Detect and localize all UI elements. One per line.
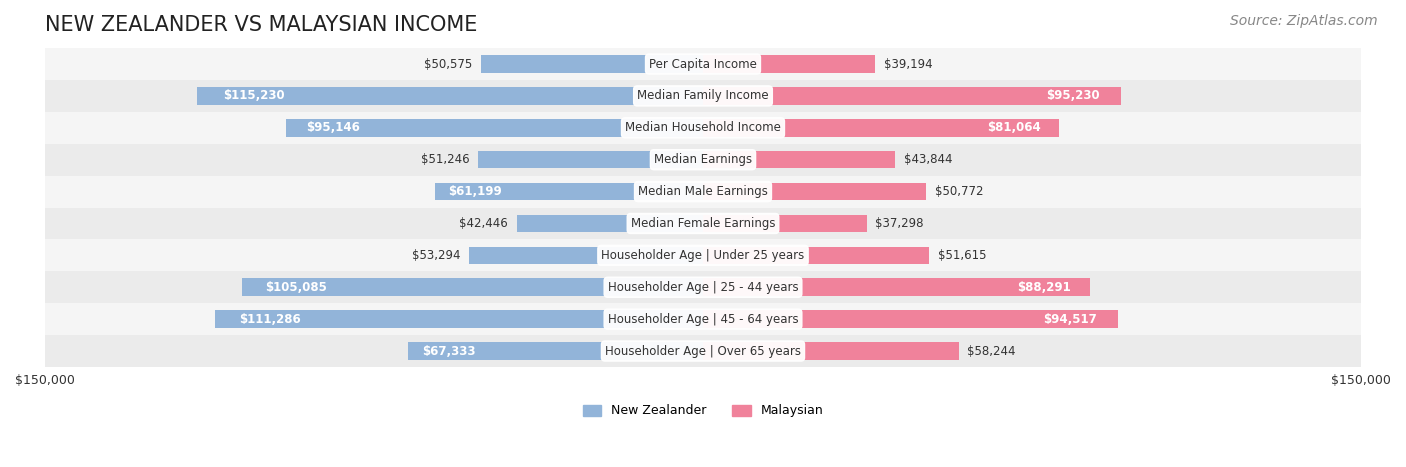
Text: $58,244: $58,244 (967, 345, 1015, 358)
Text: $51,246: $51,246 (420, 153, 470, 166)
Text: $42,446: $42,446 (460, 217, 508, 230)
Bar (45, 271, 1361, 303)
Bar (470, 247, 703, 264)
Text: NEW ZEALANDER VS MALAYSIAN INCOME: NEW ZEALANDER VS MALAYSIAN INCOME (45, 15, 477, 35)
Text: $43,844: $43,844 (904, 153, 953, 166)
Bar (703, 183, 925, 200)
Text: $50,575: $50,575 (425, 57, 472, 71)
Bar (45, 303, 1361, 335)
Bar (703, 278, 1090, 296)
Bar (434, 183, 703, 200)
Text: Median Male Earnings: Median Male Earnings (638, 185, 768, 198)
Bar (478, 151, 703, 169)
Text: $61,199: $61,199 (449, 185, 502, 198)
Text: Per Capita Income: Per Capita Income (650, 57, 756, 71)
Bar (215, 311, 703, 328)
Text: Median Family Income: Median Family Income (637, 89, 769, 102)
Bar (703, 311, 1118, 328)
Bar (481, 55, 703, 73)
Bar (45, 48, 1361, 80)
Bar (197, 87, 703, 105)
Bar (45, 240, 1361, 271)
Bar (703, 247, 929, 264)
Text: $50,772: $50,772 (935, 185, 983, 198)
Bar (45, 335, 1361, 367)
Bar (45, 80, 1361, 112)
Bar (45, 176, 1361, 207)
Text: Householder Age | Over 65 years: Householder Age | Over 65 years (605, 345, 801, 358)
Text: $81,064: $81,064 (987, 121, 1040, 134)
Bar (242, 278, 703, 296)
Text: Householder Age | Under 25 years: Householder Age | Under 25 years (602, 249, 804, 262)
Legend: New Zealander, Malaysian: New Zealander, Malaysian (578, 399, 828, 423)
Bar (703, 87, 1121, 105)
Bar (703, 119, 1059, 136)
Text: $37,298: $37,298 (876, 217, 924, 230)
Bar (703, 215, 866, 232)
Text: $94,517: $94,517 (1043, 312, 1097, 325)
Text: $115,230: $115,230 (222, 89, 284, 102)
Text: $95,230: $95,230 (1046, 89, 1099, 102)
Text: $51,615: $51,615 (938, 249, 987, 262)
Bar (285, 119, 703, 136)
Text: $111,286: $111,286 (239, 312, 301, 325)
Text: $95,146: $95,146 (307, 121, 360, 134)
Bar (408, 342, 703, 360)
Text: Householder Age | 25 - 44 years: Householder Age | 25 - 44 years (607, 281, 799, 294)
Text: $67,333: $67,333 (422, 345, 475, 358)
Text: Median Female Earnings: Median Female Earnings (631, 217, 775, 230)
Bar (703, 151, 896, 169)
Text: $88,291: $88,291 (1017, 281, 1071, 294)
Bar (703, 342, 959, 360)
Bar (517, 215, 703, 232)
Bar (45, 144, 1361, 176)
Text: $39,194: $39,194 (884, 57, 932, 71)
Text: Householder Age | 45 - 64 years: Householder Age | 45 - 64 years (607, 312, 799, 325)
Bar (703, 55, 875, 73)
Bar (45, 207, 1361, 240)
Text: Source: ZipAtlas.com: Source: ZipAtlas.com (1230, 14, 1378, 28)
Text: Median Household Income: Median Household Income (626, 121, 780, 134)
Text: $105,085: $105,085 (266, 281, 328, 294)
Text: Median Earnings: Median Earnings (654, 153, 752, 166)
Bar (45, 112, 1361, 144)
Text: $53,294: $53,294 (412, 249, 460, 262)
